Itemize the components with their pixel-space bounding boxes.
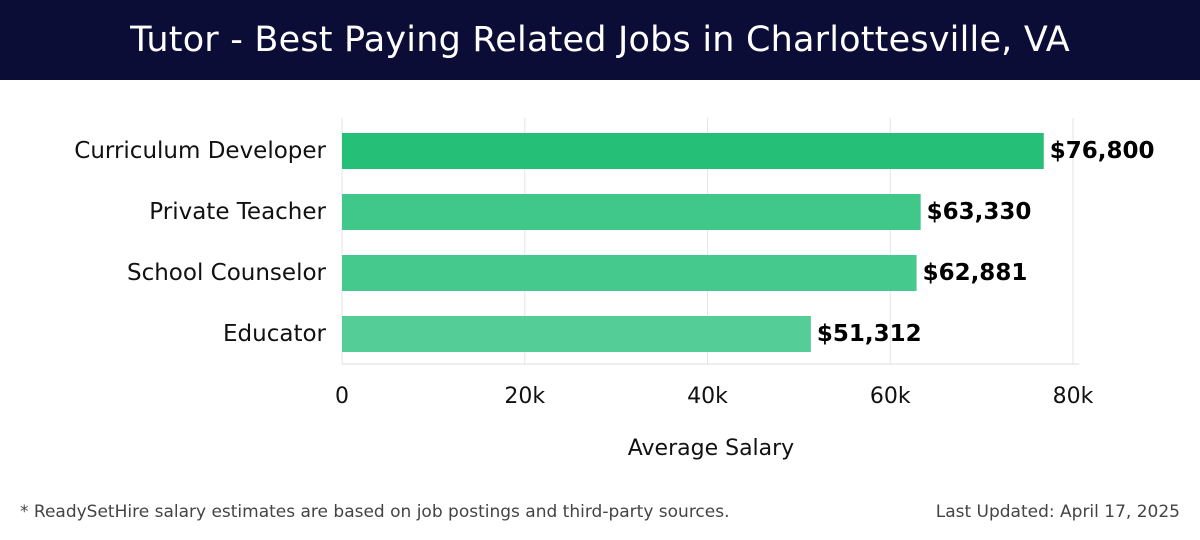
header-banner: Tutor - Best Paying Related Jobs in Char… <box>0 0 1200 80</box>
category-label: Educator <box>223 321 327 347</box>
x-tick-label: 20k <box>504 384 545 409</box>
category-label: Private Teacher <box>149 199 326 225</box>
x-tick-label: 60k <box>870 384 911 409</box>
bar <box>342 194 921 230</box>
value-labels: $76,800 $63,330 $62,881 $51,312 <box>817 138 1155 347</box>
bars <box>342 133 1044 352</box>
footer-note: * ReadySetHire salary estimates are base… <box>20 502 730 522</box>
value-label: $51,312 <box>817 321 922 347</box>
value-label: $62,881 <box>923 260 1028 286</box>
category-label: Curriculum Developer <box>74 138 326 164</box>
x-axis-ticks: 0 20k 40k 60k 80k <box>335 384 1094 409</box>
bar <box>342 316 811 352</box>
value-label: $76,800 <box>1050 138 1155 164</box>
bar <box>342 255 917 291</box>
page-title: Tutor - Best Paying Related Jobs in Char… <box>130 20 1070 60</box>
x-tick-label: 0 <box>335 384 349 409</box>
bar <box>342 133 1044 169</box>
category-label: School Counselor <box>127 260 327 286</box>
value-label: $63,330 <box>927 199 1032 225</box>
x-axis-label: Average Salary <box>628 436 794 461</box>
x-tick-label: 40k <box>687 384 728 409</box>
last-updated: Last Updated: April 17, 2025 <box>935 502 1180 522</box>
x-tick-label: 80k <box>1053 384 1094 409</box>
category-labels: Curriculum Developer Private Teacher Schoo… <box>74 138 326 347</box>
salary-bar-chart: Curriculum Developer Private Teacher Schoo… <box>74 118 1155 461</box>
